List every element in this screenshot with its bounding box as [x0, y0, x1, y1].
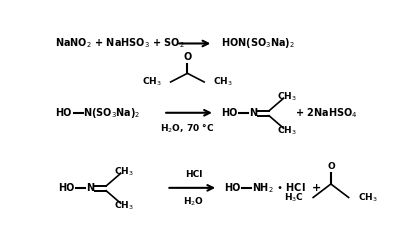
Text: HO: HO [58, 183, 75, 193]
Text: O: O [327, 162, 335, 170]
Text: CH$_3$: CH$_3$ [114, 200, 134, 212]
Text: H$_3$C: H$_3$C [284, 191, 304, 204]
Text: O: O [183, 52, 191, 62]
Text: CH$_3$: CH$_3$ [277, 90, 297, 103]
Text: + 2NaHSO$_4$: + 2NaHSO$_4$ [295, 106, 358, 120]
Text: +: + [312, 183, 321, 193]
Text: HO: HO [55, 108, 72, 118]
Text: H$_2$O: H$_2$O [183, 195, 204, 207]
Text: CH$_3$: CH$_3$ [213, 76, 233, 88]
Text: N: N [249, 108, 257, 118]
Text: CH$_3$: CH$_3$ [114, 165, 134, 178]
Text: HO: HO [221, 108, 238, 118]
Text: NaNO$_2$ + NaHSO$_3$ + SO$_2$: NaNO$_2$ + NaHSO$_3$ + SO$_2$ [55, 36, 185, 51]
Text: NH$_2$ $\bullet$ HCl: NH$_2$ $\bullet$ HCl [252, 181, 306, 195]
Text: CH$_3$: CH$_3$ [142, 76, 161, 88]
Text: HON(SO$_3$Na)$_2$: HON(SO$_3$Na)$_2$ [221, 36, 295, 51]
Text: N: N [86, 183, 94, 193]
Text: H$_2$O, 70 °C: H$_2$O, 70 °C [160, 123, 215, 136]
Text: CH$_3$: CH$_3$ [277, 125, 297, 137]
Text: CH$_3$: CH$_3$ [358, 191, 378, 204]
Text: HO: HO [225, 183, 241, 193]
Text: N(SO$_3$Na)$_2$: N(SO$_3$Na)$_2$ [83, 106, 141, 120]
Text: HCl: HCl [185, 170, 203, 179]
